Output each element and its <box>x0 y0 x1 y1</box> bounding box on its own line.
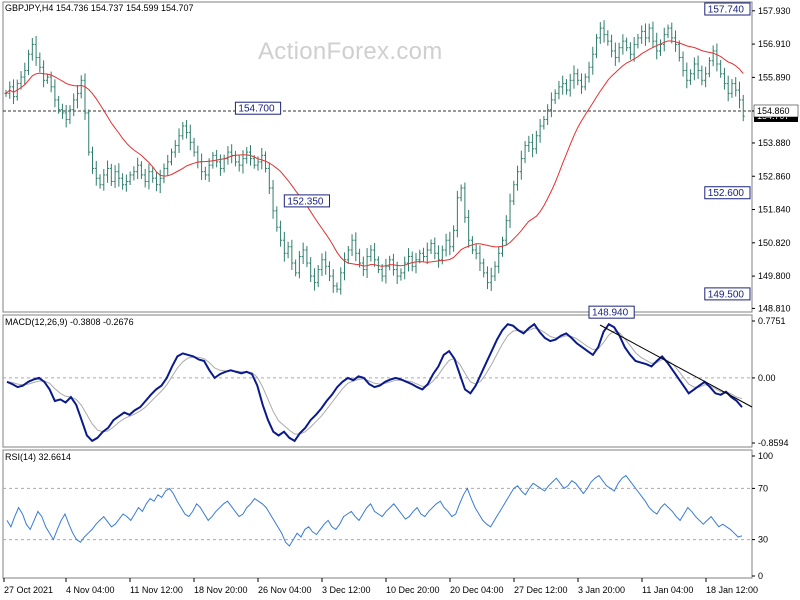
rsi-tick-label: 70 <box>758 483 768 493</box>
price-tick-label: 153.880 <box>758 138 791 148</box>
macd-signal-line <box>6 327 743 435</box>
annotation-box <box>704 287 751 301</box>
annotation-label: 152.350 <box>287 196 324 207</box>
rsi-pane-title: RSI(14) 32.6614 <box>5 452 72 462</box>
rsi-pane: 100 70 30 0 <box>3 451 773 581</box>
annotation-box <box>234 101 282 115</box>
rsi-tick-label: 30 <box>758 535 768 545</box>
x-tick-label: 11 Jan 04:00 <box>642 585 693 595</box>
x-tick-label: 11 Nov 12:00 <box>130 585 183 595</box>
moving-average-line <box>5 40 744 267</box>
x-axis-labels: 27 Oct 2021 4 Nov 04:00 11 Nov 12:00 18 Nov… <box>3 578 758 595</box>
price-tick-label: 151.840 <box>758 205 791 215</box>
x-tick-label: 10 Dec 20:00 <box>386 585 440 595</box>
annotation-label: 148.940 <box>592 308 629 319</box>
macd-tick-label: -0.8594 <box>758 438 789 448</box>
price-annotations: 154.700 152.350 148.940 152.600 149.500 157.7… <box>234 2 751 319</box>
price-tick-label: 149.800 <box>758 271 791 281</box>
ohlc-label: 154.736 154.737 154.599 154.707 <box>55 3 194 13</box>
x-tick-label: 3 Jan 20:00 <box>578 585 625 595</box>
y-axis-labels: 157.930 156.910 155.890 154.860 153.880 152.8… <box>752 6 799 313</box>
annotation-box <box>704 186 751 200</box>
pane-frame-main <box>2 1 753 313</box>
pane-frame-rsi <box>2 449 753 579</box>
macd-trendline <box>599 324 753 408</box>
x-tick-label: 4 Nov 04:00 <box>66 585 115 595</box>
watermark: ActionForex.com <box>258 38 443 65</box>
annotation-label: 157.740 <box>708 5 745 16</box>
annotation-box <box>704 2 751 16</box>
x-tick-label: 18 Jan 12:00 <box>706 585 758 595</box>
rsi-tick-label: 0 <box>758 571 763 581</box>
price-tick-label: 150.820 <box>758 238 791 248</box>
reference-level-box <box>753 104 799 118</box>
x-tick-label: 27 Oct 2021 <box>4 585 53 595</box>
rsi-line <box>6 474 743 547</box>
price-tick-label: 155.890 <box>758 72 791 82</box>
annotation-label: 152.600 <box>708 188 745 199</box>
reference-level-label: 154.860 <box>757 106 790 116</box>
price-tick-label: 152.860 <box>758 171 791 181</box>
price-tick-label: 157.930 <box>758 6 791 16</box>
macd-tick-label: 0.7751 <box>758 316 786 326</box>
main-pane-title: GBPJPY,H4 154.736 154.737 154.599 154.70… <box>5 3 194 13</box>
pane-frames <box>2 1 753 579</box>
rsi-tick-label: 100 <box>758 451 773 461</box>
macd-pane: 0.7751 0.00 -0.8594 <box>3 316 789 448</box>
annotation-box <box>283 194 331 208</box>
price-tick-label: 148.810 <box>758 303 791 313</box>
annotation-label: 149.500 <box>708 289 745 300</box>
pane-frame-macd <box>2 314 753 448</box>
x-tick-label: 18 Nov 20:00 <box>194 585 248 595</box>
x-tick-label: 20 Dec 04:00 <box>450 585 504 595</box>
macd-tick-label: 0.00 <box>758 373 776 383</box>
annotation-box <box>588 305 635 319</box>
x-tick-label: 3 Dec 12:00 <box>322 585 371 595</box>
price-bars <box>4 20 745 295</box>
price-tick-label: 156.910 <box>758 39 791 49</box>
annotation-label: 154.700 <box>238 104 275 115</box>
x-tick-label: 26 Nov 04:00 <box>258 585 312 595</box>
macd-pane-title: MACD(12,26,9) -0.3808 -0.2676 <box>5 317 134 327</box>
x-tick-label: 27 Dec 12:00 <box>514 585 568 595</box>
symbol-label: GBPJPY,H4 <box>5 3 54 13</box>
